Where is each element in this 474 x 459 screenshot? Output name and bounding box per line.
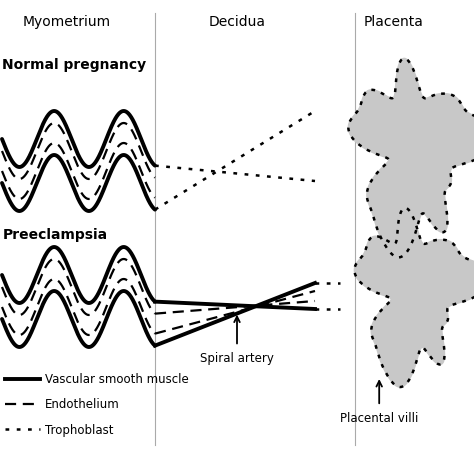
Text: Trophoblast: Trophoblast (45, 423, 114, 436)
Text: Spiral artery: Spiral artery (200, 351, 274, 364)
Text: Preeclampsia: Preeclampsia (2, 227, 108, 241)
Text: Decidua: Decidua (209, 15, 265, 28)
Text: Vascular smooth muscle: Vascular smooth muscle (45, 372, 189, 385)
Text: Placental villi: Placental villi (340, 411, 419, 424)
Polygon shape (348, 59, 474, 258)
Polygon shape (355, 208, 474, 387)
Text: Myometrium: Myometrium (22, 15, 110, 28)
Text: Normal pregnancy: Normal pregnancy (2, 57, 146, 71)
Text: Endothelium: Endothelium (45, 397, 120, 410)
Text: Placenta: Placenta (364, 15, 423, 28)
